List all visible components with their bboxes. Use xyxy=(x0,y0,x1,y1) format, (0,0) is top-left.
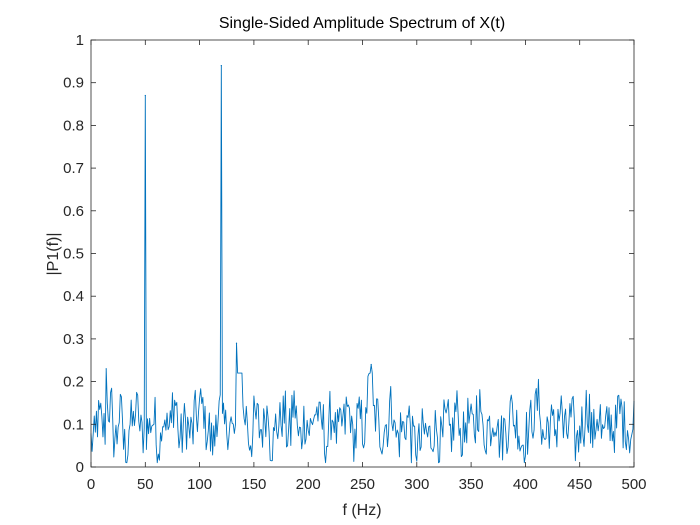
x-tick-label: 300 xyxy=(404,476,429,493)
peak-point xyxy=(105,368,107,370)
x-tick-label: 50 xyxy=(137,476,154,493)
peak-point xyxy=(235,342,238,344)
y-tick-label: 0.4 xyxy=(63,288,84,305)
y-tick-label: 0.8 xyxy=(63,117,84,134)
plot-area xyxy=(91,40,634,467)
series-layer xyxy=(90,65,635,464)
y-tick-label: 0 xyxy=(76,459,84,476)
chart-title: Single-Sided Amplitude Spectrum of X(t) xyxy=(219,15,505,32)
ticks-layer: 0 50 100 150 200 250 300 350 400 450 500 0 0.1 0.2 0.3… xyxy=(63,32,646,493)
peak-point xyxy=(370,363,372,366)
y-tick-label: 1 xyxy=(76,32,84,49)
y-tick-label: 0.1 xyxy=(63,416,84,433)
x-tick-label: 200 xyxy=(296,476,321,493)
series-line-P1 xyxy=(90,65,635,464)
y-tick-label: 0.9 xyxy=(63,75,84,92)
y-tick-label: 0.7 xyxy=(63,160,84,177)
x-tick-label: 150 xyxy=(241,476,266,493)
x-tick-label: 500 xyxy=(621,476,646,493)
peak-point xyxy=(220,65,222,67)
x-tick-label: 400 xyxy=(513,476,538,493)
y-tick-label: 0.2 xyxy=(63,374,84,391)
x-axis-label: f (Hz) xyxy=(342,502,381,519)
x-tick-label: 350 xyxy=(459,476,484,493)
y-axis-label: |P1(f)| xyxy=(45,233,62,276)
peak-point xyxy=(144,94,146,97)
x-tick-label: 250 xyxy=(350,476,375,493)
y-tick-label: 0.5 xyxy=(63,246,84,263)
y-tick-label: 0.6 xyxy=(63,203,84,220)
x-tick-label: 450 xyxy=(567,476,592,493)
x-tick-label: 0 xyxy=(87,476,95,493)
x-tick-label: 100 xyxy=(187,476,212,493)
y-tick-label: 0.3 xyxy=(63,331,84,348)
